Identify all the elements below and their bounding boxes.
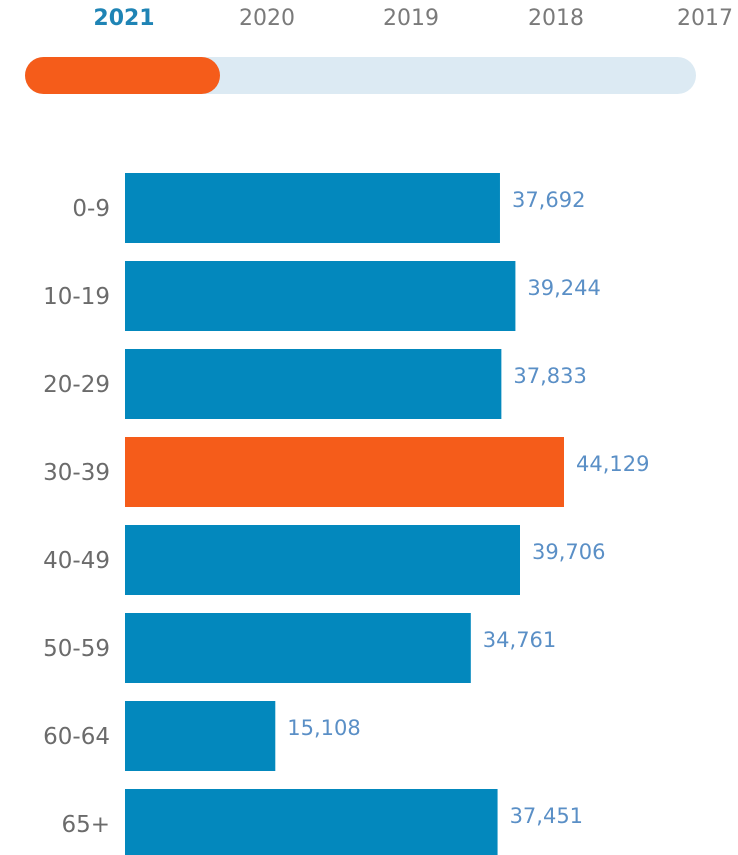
category-label: 30-39 (43, 460, 110, 486)
value-label: 37,451 (510, 804, 583, 828)
year-tab-2017[interactable]: 2017 (677, 6, 733, 31)
category-label: 20-29 (43, 372, 110, 398)
bar-40-49[interactable] (125, 525, 520, 595)
year-tab-2021[interactable]: 2021 (93, 6, 155, 31)
age-group-bar-chart: 0-9 37,692 10-19 39,244 20-29 37,833 30-39 44,1… (43, 173, 649, 855)
bar-20-29[interactable] (125, 349, 502, 419)
timeline-progress-fill (25, 57, 220, 94)
bar-50-59[interactable] (125, 613, 471, 683)
bar-0-9[interactable] (125, 173, 500, 243)
category-label: 50-59 (43, 636, 110, 662)
category-label: 65+ (61, 812, 110, 838)
value-label: 37,833 (513, 364, 586, 388)
year-tab-2020[interactable]: 2020 (239, 6, 295, 31)
bar-10-19[interactable] (125, 261, 516, 331)
category-label: 40-49 (43, 548, 110, 574)
value-label: 39,706 (532, 540, 605, 564)
bar-60-64[interactable] (125, 701, 276, 771)
value-label: 44,129 (576, 452, 649, 476)
value-label: 34,761 (483, 628, 556, 652)
value-label: 37,692 (512, 188, 585, 212)
value-label: 15,108 (287, 716, 360, 740)
year-tab-2019[interactable]: 2019 (383, 6, 439, 31)
bar-65+[interactable] (125, 789, 498, 855)
bar-30-39[interactable] (125, 437, 564, 507)
category-label: 10-19 (43, 284, 110, 310)
value-label: 39,244 (527, 276, 600, 300)
category-label: 0-9 (72, 196, 110, 222)
year-tabs: 2021 2020 2019 2018 2017 (0, 0, 738, 45)
category-label: 60-64 (43, 724, 110, 750)
year-timeline-slider[interactable] (25, 57, 696, 94)
year-tab-2018[interactable]: 2018 (528, 6, 584, 31)
